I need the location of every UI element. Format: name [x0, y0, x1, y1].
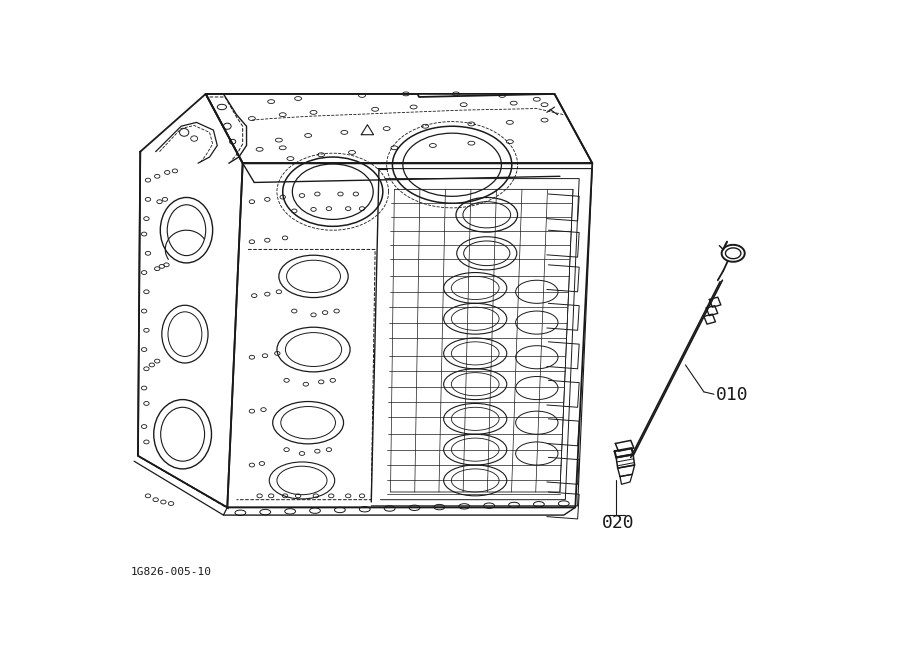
Text: 1G826-005-10: 1G826-005-10	[131, 567, 212, 577]
Text: 010: 010	[716, 386, 749, 404]
Text: 020: 020	[602, 514, 635, 532]
